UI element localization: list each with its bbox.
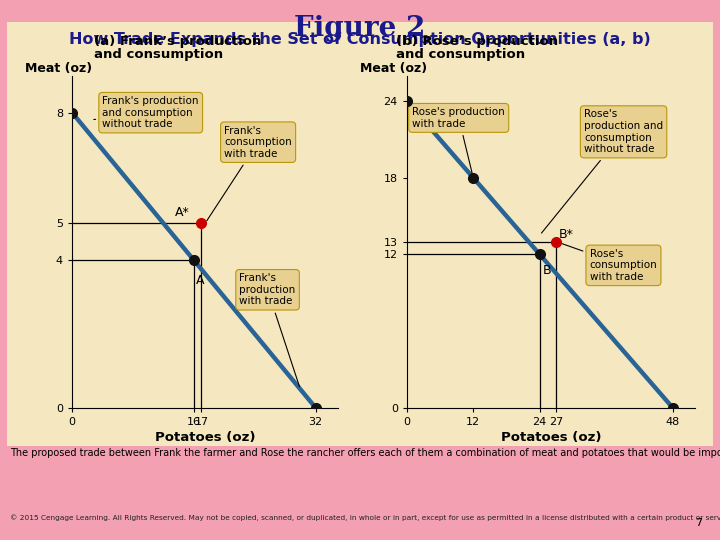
Text: Meat (oz): Meat (oz) [360,62,427,75]
Text: B: B [542,264,551,276]
Text: and consumption: and consumption [396,48,525,60]
Text: Rose's production
with trade: Rose's production with trade [413,107,505,175]
Text: Frank's
consumption
with trade: Frank's consumption with trade [207,126,292,221]
Text: 7: 7 [695,518,702,529]
Text: Rose's
consumption
with trade: Rose's consumption with trade [559,242,657,282]
Text: (a) Frank’s production: (a) Frank’s production [94,35,261,48]
Text: Rose's
production and
consumption
without trade: Rose's production and consumption withou… [541,110,663,233]
Text: and consumption: and consumption [94,48,222,60]
Text: A*: A* [175,206,189,219]
Text: The proposed trade between Frank the farmer and Rose the rancher offers each of : The proposed trade between Frank the far… [10,448,720,458]
Text: (b) Rose’s production: (b) Rose’s production [396,35,558,48]
X-axis label: Potatoes (oz): Potatoes (oz) [155,431,256,444]
Text: Meat (oz): Meat (oz) [25,62,92,75]
Text: How Trade Expands the Set of Consumption Opportunities (a, b): How Trade Expands the Set of Consumption… [69,32,651,48]
Text: B*: B* [559,228,574,241]
Text: © 2015 Cengage Learning. All Rights Reserved. May not be copied, scanned, or dup: © 2015 Cengage Learning. All Rights Rese… [10,514,720,521]
X-axis label: Potatoes (oz): Potatoes (oz) [500,431,601,444]
Text: Frank's
production
with trade: Frank's production with trade [240,273,300,387]
Text: A: A [196,274,204,287]
Text: Figure 2: Figure 2 [294,15,426,42]
Text: Frank's production
and consumption
without trade: Frank's production and consumption witho… [94,96,199,129]
